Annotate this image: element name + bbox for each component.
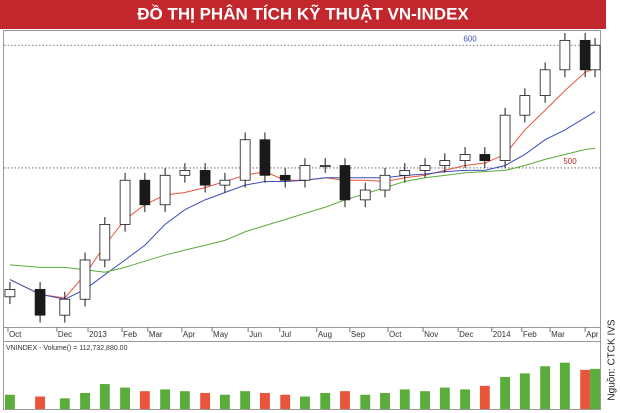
volume-bar <box>580 369 591 409</box>
volume-bar <box>5 394 15 409</box>
volume-bar <box>380 392 390 409</box>
candle-body <box>34 289 46 316</box>
volume-bar <box>99 384 110 409</box>
x-tick-label: Oct <box>9 330 22 339</box>
volume-bar <box>179 391 190 409</box>
x-tick-label: Oct <box>389 330 402 339</box>
volume-bar <box>479 385 490 409</box>
title-banner <box>0 0 606 29</box>
candle-body <box>79 259 91 300</box>
candle-body <box>359 189 371 201</box>
volume-bar <box>399 389 410 409</box>
volume-bar <box>590 368 600 409</box>
candle-body <box>589 44 601 71</box>
candle-body <box>479 154 491 161</box>
x-tick-label: Jul <box>281 330 291 339</box>
x-tick-label: Apr <box>183 330 196 339</box>
candle-body <box>339 165 351 201</box>
candle-body <box>4 289 16 298</box>
volume-bar <box>259 392 270 409</box>
volume-bar <box>300 396 310 409</box>
volume-bar <box>360 394 371 409</box>
volume-bar <box>439 387 450 409</box>
source: Nguồn: CTCK IVS <box>606 319 618 400</box>
candle-body <box>179 170 191 176</box>
candle-body <box>219 179 231 186</box>
x-tick-label: Jun <box>249 330 262 339</box>
x-tick-label: Mar <box>551 330 565 339</box>
candle-body <box>539 69 551 96</box>
candle-body <box>579 39 591 71</box>
volume-bar <box>500 376 511 409</box>
candle-body <box>159 174 171 206</box>
candle-body <box>559 39 571 71</box>
candle-body <box>399 170 411 176</box>
x-tick-label: Dec <box>459 330 473 339</box>
volume-bar <box>120 387 131 409</box>
candle-body <box>299 165 311 181</box>
candle-body <box>59 298 71 316</box>
candle-body <box>199 170 211 186</box>
x-tick-label: Mar <box>149 330 163 339</box>
candle-body <box>139 179 151 206</box>
x-tick-label: 2014 <box>493 330 511 339</box>
volume-bar <box>80 392 90 409</box>
candle-body <box>279 174 291 181</box>
volume-bar <box>519 373 530 409</box>
volume-bar <box>420 391 430 409</box>
x-tick-label: Aug <box>318 330 332 339</box>
volume-bar <box>160 389 171 409</box>
candle-body <box>119 179 131 225</box>
candle-body <box>459 154 471 161</box>
x-tick-label: Dec <box>58 330 72 339</box>
candle-body <box>239 139 251 181</box>
chart-title: ĐỒ THỊ PHÂN TÍCH KỸ THUẬT VN-INDEX <box>137 3 469 23</box>
volume-bar <box>200 392 211 409</box>
volume-bar <box>35 396 46 409</box>
volume-bar <box>219 394 230 409</box>
volume-bar <box>559 362 570 409</box>
candle-body <box>519 95 531 116</box>
x-tick-label: Feb <box>123 330 137 339</box>
volume-bar <box>340 391 350 409</box>
candle-body <box>319 165 331 167</box>
x-tick-label: 2013 <box>89 330 107 339</box>
candle-body <box>439 160 451 166</box>
volume-bar <box>540 366 551 409</box>
volume-bar <box>460 389 471 409</box>
candle-body <box>99 223 111 261</box>
x-tick-label: Nov <box>424 330 438 339</box>
candle-body <box>379 174 391 191</box>
x-tick-label: Apr <box>586 330 599 339</box>
volume-bar <box>240 391 251 409</box>
candle-body <box>499 114 511 161</box>
y-tick-label: 500 <box>563 157 577 166</box>
moving-average <box>9 111 596 300</box>
volume-bar <box>320 392 331 409</box>
volume-label: VNINDEX - Volume() = 112,732,880.00 <box>6 345 128 352</box>
x-tick-label: May <box>213 330 228 339</box>
volume-bar <box>139 391 150 409</box>
x-tick-label: Sep <box>351 330 366 339</box>
moving-average <box>9 147 596 273</box>
volume-bar <box>280 394 291 409</box>
candle-body <box>419 165 431 171</box>
volume-bar <box>59 398 70 409</box>
x-tick-label: Feb <box>523 330 537 339</box>
chart-frame <box>3 30 601 410</box>
y-tick-label: 600 <box>463 34 477 43</box>
candle-body <box>259 139 271 176</box>
